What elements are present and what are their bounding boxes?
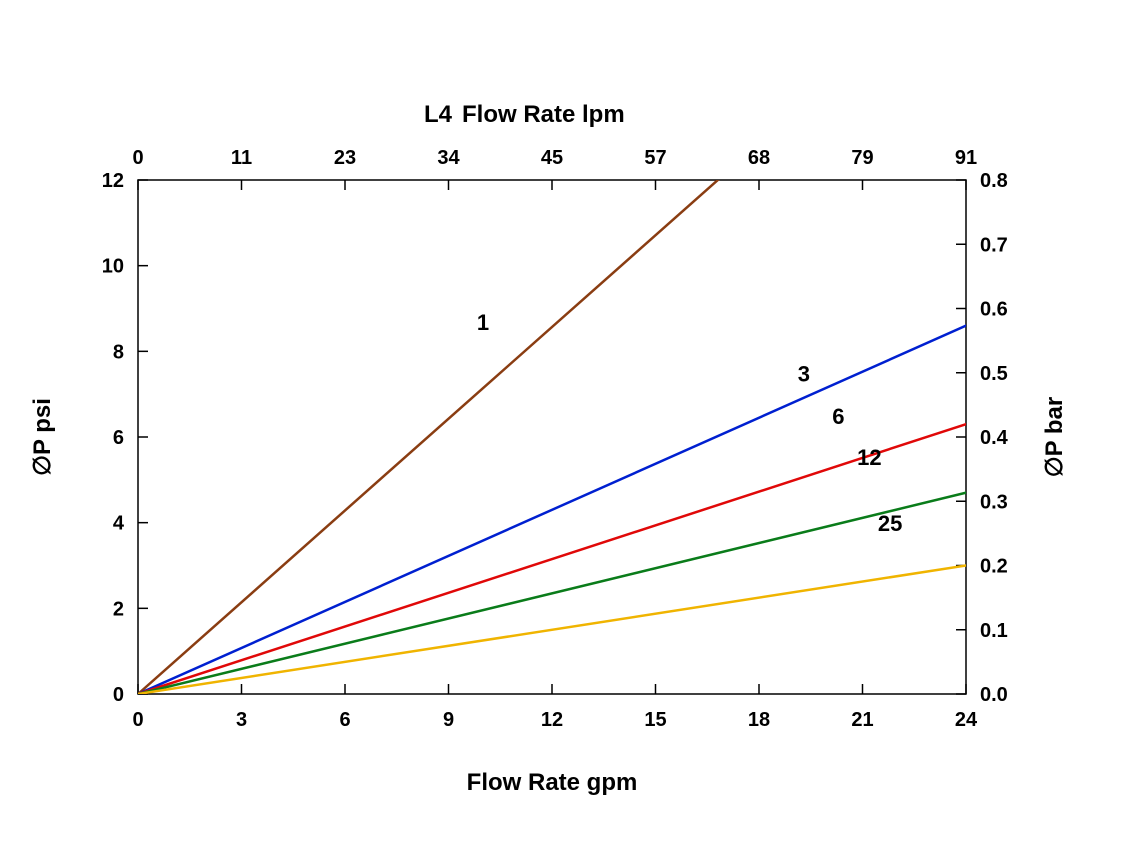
x-bottom-tick-label: 3: [236, 709, 247, 731]
y-left-tick-label: 2: [113, 598, 124, 620]
y-right-tick-label: 0.1: [980, 620, 1008, 642]
x-top-tick-label: 34: [437, 147, 460, 169]
y-left-title: ∅P psi: [29, 398, 56, 476]
y-right-tick-label: 0.5: [980, 363, 1008, 385]
x-bottom-tick-label: 0: [132, 709, 143, 731]
x-top-tick-label: 0: [132, 147, 143, 169]
x-top-tick-label: 45: [541, 147, 563, 169]
x-bottom-tick-label: 9: [443, 709, 454, 731]
y-right-tick-label: 0.8: [980, 170, 1008, 192]
y-left-tick-label: 10: [102, 256, 124, 278]
y-right-tick-label: 0.2: [980, 556, 1008, 578]
y-left-tick-label: 6: [113, 427, 124, 449]
x-top-tick-label: 23: [334, 147, 356, 169]
y-right-tick-label: 0.7: [980, 234, 1008, 256]
x-top-tick-label: 68: [748, 147, 770, 169]
series-label-12: 12: [857, 445, 881, 470]
y-right-tick-label: 0.3: [980, 491, 1008, 513]
y-left-tick-label: 8: [113, 341, 124, 363]
x-top-tick-label: 91: [955, 147, 977, 169]
y-left-tick-label: 4: [113, 513, 125, 535]
series-label-25: 25: [878, 511, 902, 536]
y-right-tick-label: 0.4: [980, 427, 1009, 449]
x-bottom-tick-label: 24: [955, 709, 978, 731]
x-top-tick-label: 11: [231, 147, 252, 169]
model-label: L4: [424, 101, 453, 128]
line-chart: 0369121518212401123344557687991024681012…: [0, 0, 1140, 848]
x-top-title: Flow Rate lpm: [462, 101, 625, 128]
y-left-tick-label: 12: [102, 170, 124, 192]
x-bottom-title: Flow Rate gpm: [467, 769, 638, 796]
chart-container: 0369121518212401123344557687991024681012…: [0, 0, 1140, 848]
x-top-tick-label: 57: [644, 147, 666, 169]
x-bottom-tick-label: 15: [644, 709, 666, 731]
x-bottom-tick-label: 6: [339, 709, 350, 731]
x-bottom-tick-label: 18: [748, 709, 770, 731]
x-top-tick-label: 79: [851, 147, 873, 169]
y-right-tick-label: 0.6: [980, 299, 1008, 321]
series-label-1: 1: [477, 310, 489, 335]
series-label-6: 6: [832, 404, 844, 429]
x-bottom-tick-label: 12: [541, 709, 563, 731]
x-bottom-tick-label: 21: [851, 709, 873, 731]
series-label-3: 3: [798, 361, 810, 386]
y-left-tick-label: 0: [113, 684, 124, 706]
y-right-title: ∅P bar: [1041, 397, 1068, 478]
y-right-tick-label: 0.0: [980, 684, 1008, 706]
